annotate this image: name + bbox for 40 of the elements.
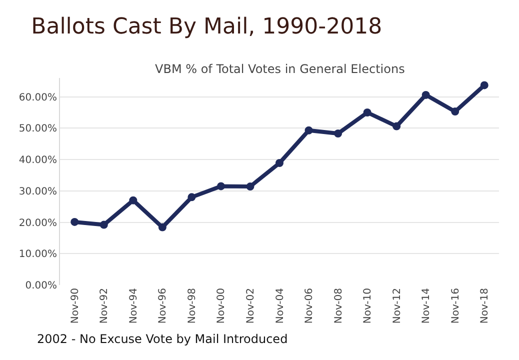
x-tick-label: Nov-94 [128, 288, 140, 324]
point [304, 126, 313, 134]
y-tick-label: 0.00% [25, 280, 57, 292]
point [246, 182, 254, 191]
y-tick-label: 40.00% [18, 155, 57, 166]
point [216, 182, 225, 190]
x-tick-label: Nov-02 [245, 288, 256, 324]
point [70, 218, 79, 226]
y-tick-label: 10.00% [18, 249, 57, 260]
point [158, 223, 166, 232]
x-tick-label: Nov-00 [216, 288, 228, 324]
point [188, 193, 196, 202]
point [363, 108, 372, 116]
point [392, 122, 401, 130]
chart-title: Ballots Cast By Mail, 1990-2018 [31, 14, 382, 40]
y-tick-label: 20.00% [18, 218, 57, 229]
x-tick-label: Nov-12 [392, 288, 403, 324]
point [100, 220, 108, 229]
point [334, 130, 342, 138]
x-tick-label: Nov-10 [362, 288, 374, 324]
x-tick-label: Nov-96 [158, 288, 169, 324]
point [451, 108, 460, 116]
x-tick-label: Nov-16 [450, 288, 462, 324]
chart-subtitle: VBM % of Total Votes in General Elections [155, 62, 405, 76]
x-tick-label: Nov-04 [274, 288, 286, 324]
x-tick-label: Nov-06 [304, 288, 316, 324]
y-tick-label: 50.00% [18, 124, 57, 135]
x-tick-label: Nov-18 [480, 288, 491, 324]
y-tick-label: 30.00% [18, 186, 57, 198]
x-tick-label: Nov-92 [99, 288, 110, 324]
x-tick-label: Nov-08 [333, 288, 344, 324]
point [129, 196, 138, 204]
x-tick-label: Nov-90 [70, 288, 81, 324]
point [422, 90, 430, 99]
y-tick-label: 60.00% [18, 92, 57, 104]
text: 2002 - No Excuse Vote by Mail Introduced [37, 332, 288, 346]
x-tick-label: Nov-14 [421, 288, 432, 324]
x-tick-label: Nov-98 [186, 288, 198, 324]
point [276, 159, 284, 167]
point [480, 81, 488, 90]
